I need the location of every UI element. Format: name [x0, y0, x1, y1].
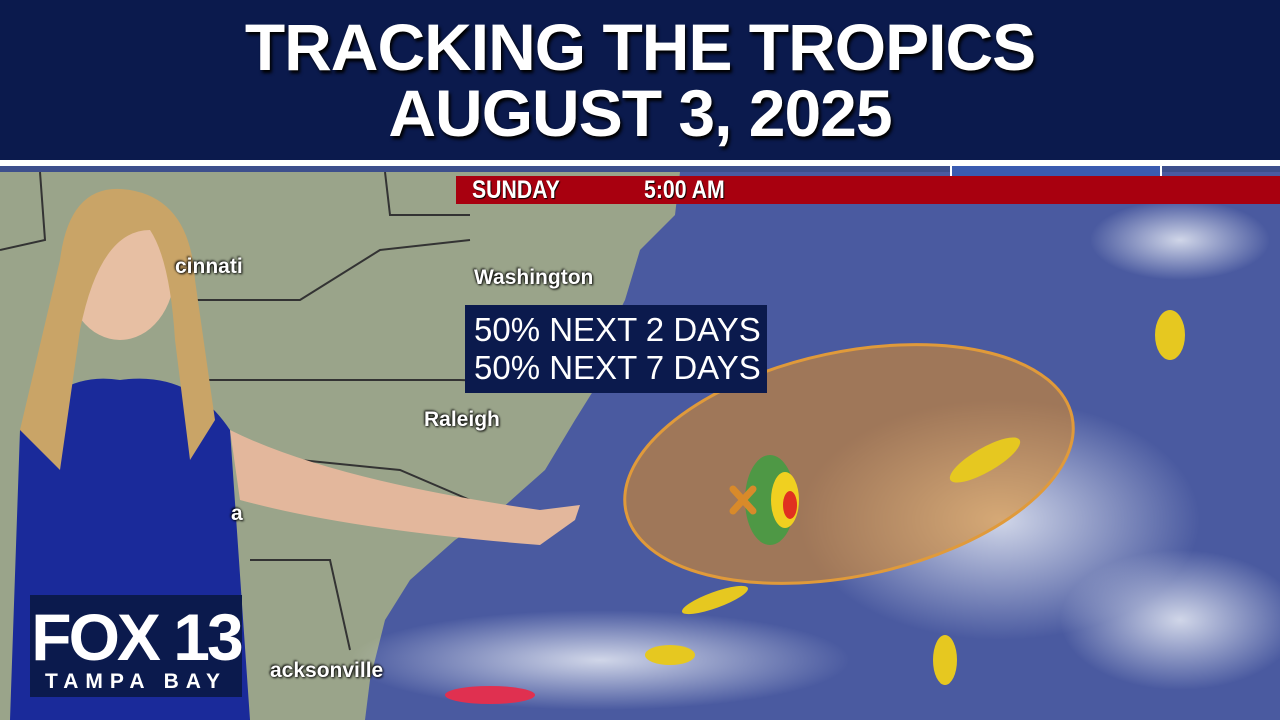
- city-raleigh: Raleigh: [424, 408, 500, 431]
- city-partial: a: [231, 502, 243, 525]
- logo-name: FOX 13: [31, 600, 243, 674]
- station-logo: FOX 13 TAMPA BAY: [30, 595, 244, 697]
- storm-cells: [445, 310, 1185, 704]
- formation-chance-box: 50% NEXT 2 DAYS 50% NEXT 7 DAYS: [465, 305, 767, 393]
- headline-date: AUGUST 3, 2025: [388, 76, 892, 150]
- day-label: SUNDAY: [472, 176, 560, 204]
- city-jacksonville: acksonville: [270, 659, 384, 682]
- satellite-map: [0, 172, 1280, 720]
- outlook-area: [623, 343, 1075, 585]
- state-borders: [0, 172, 601, 651]
- headline-banner: TRACKING THE TROPICS AUGUST 3, 2025: [0, 0, 1280, 166]
- logo-subtitle: TAMPA BAY: [44, 670, 227, 693]
- headline-title: TRACKING THE TROPICS: [244, 10, 1036, 84]
- chance-2-day: 50% NEXT 2 DAYS: [474, 311, 761, 348]
- weather-map: [0, 172, 1280, 720]
- time-bar: SUNDAY 5:00 AM: [456, 176, 1280, 204]
- city-washington: Washington: [474, 266, 594, 289]
- time-label: 5:00 AM: [644, 176, 725, 204]
- city-cincinnati: cinnati: [175, 255, 243, 278]
- chance-7-day: 50% NEXT 7 DAYS: [474, 349, 761, 386]
- x-icon: [729, 485, 757, 515]
